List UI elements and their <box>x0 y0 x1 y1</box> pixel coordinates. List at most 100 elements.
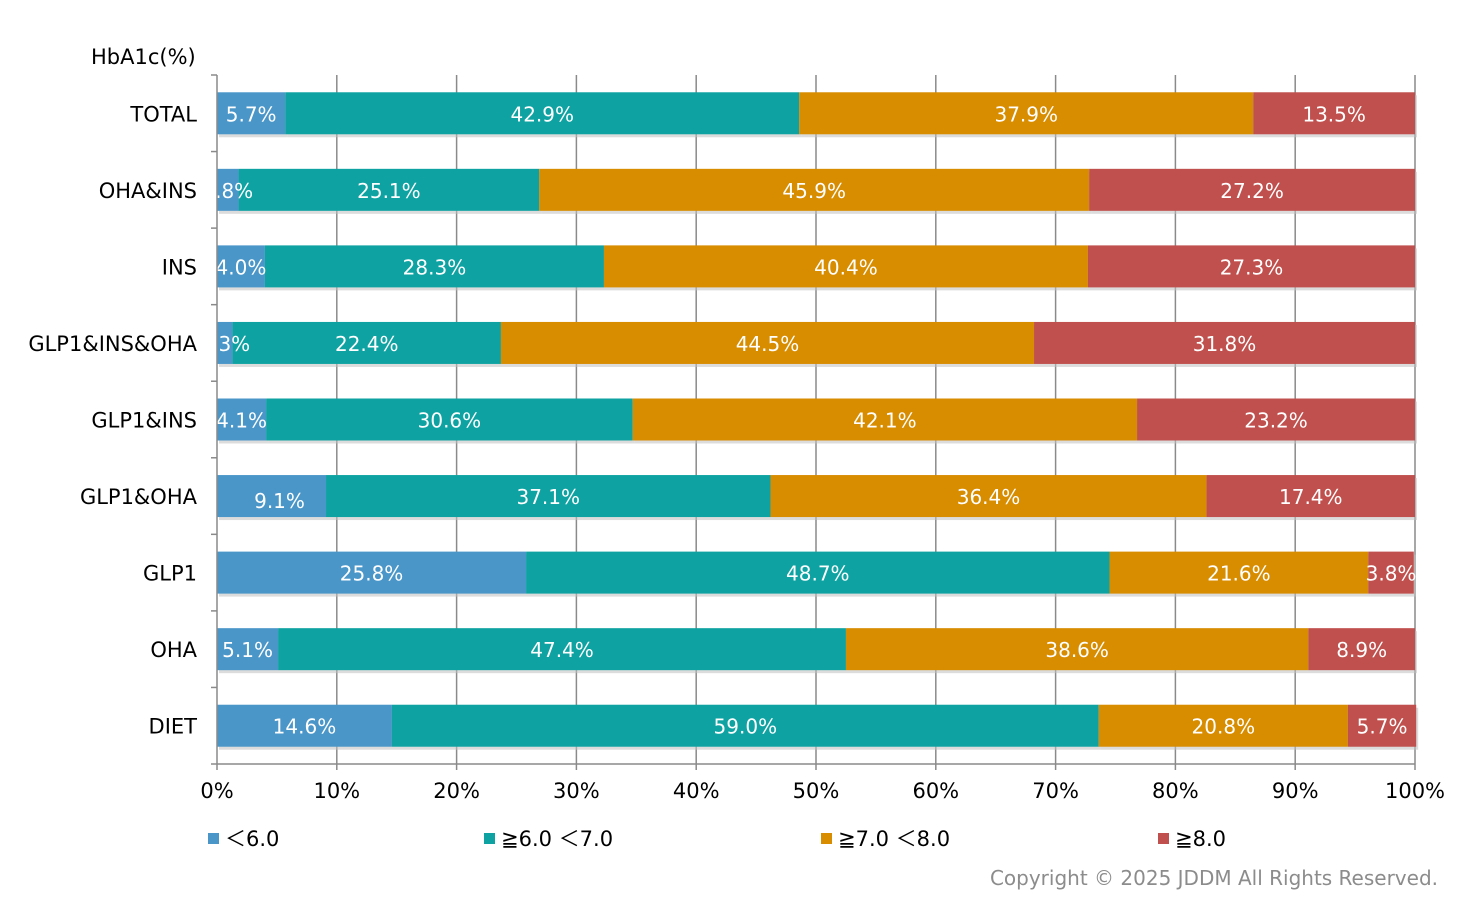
bar-row: 14.6% 59.0% 20.8% 5.7% <box>217 704 1419 750</box>
legend-item: ≧8.0 <box>1158 827 1226 851</box>
legend-item: ≧6.0 ＜7.0 <box>484 827 613 851</box>
data-label: 22.4% <box>335 332 399 356</box>
x-tick-label: 0% <box>200 779 233 803</box>
bar-segment <box>217 321 233 364</box>
data-label: 42.9% <box>510 102 574 126</box>
category-label: TOTAL <box>129 102 197 126</box>
bar-segment <box>217 551 527 594</box>
data-label: 40.4% <box>814 255 878 279</box>
data-label: 5.1% <box>222 638 273 662</box>
data-label: 4.1% <box>216 409 267 433</box>
bar-segment <box>285 92 800 135</box>
y-axis-title: HbA1c(%) <box>91 45 196 69</box>
x-tick-label: 100% <box>1385 779 1445 803</box>
legend-label: ≧8.0 <box>1175 827 1226 851</box>
bar-segment <box>845 628 1309 671</box>
category-label: OHA <box>150 638 197 662</box>
category-label: GLP1 <box>143 562 197 586</box>
x-tick-label: 30% <box>553 779 600 803</box>
bar-segment <box>1368 551 1414 594</box>
data-label: 23.2% <box>1244 409 1308 433</box>
data-label: 47.4% <box>530 638 594 662</box>
data-label: 21.6% <box>1207 562 1271 586</box>
data-label: 27.2% <box>1220 179 1284 203</box>
axes: 0% 10% 20% 30% 40% 50% 60% 70% 80% 90% 100% TOTAL OH… <box>28 45 1445 803</box>
bar-segment <box>217 168 239 211</box>
bar-segment <box>526 551 1110 594</box>
data-label: 36.4% <box>957 485 1021 509</box>
data-label: 59.0% <box>714 715 778 739</box>
bar-segment <box>1109 551 1369 594</box>
bar-segment <box>217 92 286 135</box>
x-tick-label: 80% <box>1152 779 1199 803</box>
legend: ＜6.0 ≧6.0 ＜7.0 ≧7.0 ＜8.0 ≧8.0 <box>208 827 1226 851</box>
bar-segment <box>1089 168 1415 211</box>
data-label: 20.8% <box>1192 715 1256 739</box>
data-label: 14.6% <box>273 715 337 739</box>
bar-row: 25.8% 48.7% 21.6% 3.8% <box>217 551 1416 597</box>
data-label: 37.9% <box>994 102 1058 126</box>
category-label: GLP1&INS&OHA <box>28 332 197 356</box>
bar-segment <box>1098 704 1348 747</box>
legend-swatch <box>484 833 495 844</box>
bar-segment <box>1347 704 1417 747</box>
bars: 5.7% 42.9% 37.9% 13.5% 1.8% 25.1% 45.9% 27.2% 4.… <box>199 92 1419 750</box>
category-label: GLP1&INS <box>91 409 197 433</box>
bar-segment <box>217 398 267 441</box>
bar-segment <box>217 475 327 518</box>
bar-segment <box>326 475 771 518</box>
bar-segment <box>217 245 265 288</box>
data-label: 31.8% <box>1193 332 1257 356</box>
data-label: 48.7% <box>786 562 850 586</box>
bar-row: 5.7% 42.9% 37.9% 13.5% <box>217 92 1417 138</box>
data-label: 45.9% <box>782 179 846 203</box>
legend-item: ≧7.0 ＜8.0 <box>821 827 950 851</box>
bar-segment <box>632 398 1138 441</box>
bar-segment <box>232 321 501 364</box>
data-label: 1.3% <box>199 332 250 356</box>
bar-segment <box>278 628 846 671</box>
data-label: 37.1% <box>516 485 580 509</box>
bar-segment <box>266 398 633 441</box>
category-label: INS <box>162 255 197 279</box>
bar-segment <box>1308 628 1415 671</box>
legend-item: ＜6.0 <box>208 827 279 851</box>
data-label: 25.1% <box>357 179 421 203</box>
legend-label: ＜6.0 <box>225 827 279 851</box>
x-tick-label: 10% <box>313 779 360 803</box>
bar-segment <box>603 245 1088 288</box>
legend-swatch <box>208 833 219 844</box>
x-tick-label: 20% <box>433 779 480 803</box>
copyright-notice: Copyright © 2025 JDDM All Rights Reserve… <box>989 866 1438 890</box>
x-tick-label: 40% <box>673 779 720 803</box>
bar-row: 4.1% 30.6% 42.1% 23.2% <box>216 398 1417 444</box>
legend-label: ≧6.0 ＜7.0 <box>501 827 613 851</box>
data-label: 42.1% <box>853 409 917 433</box>
bar-segment <box>391 704 1099 747</box>
bar-segment <box>799 92 1254 135</box>
bar-segment <box>1253 92 1415 135</box>
legend-swatch <box>1158 833 1169 844</box>
bar-segment <box>1034 321 1415 364</box>
data-label: 8.9% <box>1336 638 1387 662</box>
x-tick-label: 60% <box>912 779 959 803</box>
data-label: 17.4% <box>1279 485 1343 509</box>
data-label: 9.1% <box>254 489 305 513</box>
category-label: GLP1&OHA <box>80 485 198 509</box>
x-tick-label: 90% <box>1272 779 1319 803</box>
x-tick-label: 70% <box>1032 779 1079 803</box>
bar-row: 5.1% 47.4% 38.6% 8.9% <box>217 628 1417 674</box>
bar-segment <box>500 321 1035 364</box>
data-label: 25.8% <box>340 562 404 586</box>
category-label: OHA&INS <box>99 179 197 203</box>
bar-segment <box>217 704 392 747</box>
data-label: 27.3% <box>1220 255 1284 279</box>
data-label: 13.5% <box>1302 102 1366 126</box>
bar-row: 1.3% 22.4% 44.5% 31.8% <box>199 321 1417 367</box>
bar-segment <box>1087 245 1415 288</box>
bar-segment <box>770 475 1207 518</box>
data-label: 28.3% <box>403 255 467 279</box>
data-label: 5.7% <box>226 102 277 126</box>
bar-segment <box>1137 398 1415 441</box>
